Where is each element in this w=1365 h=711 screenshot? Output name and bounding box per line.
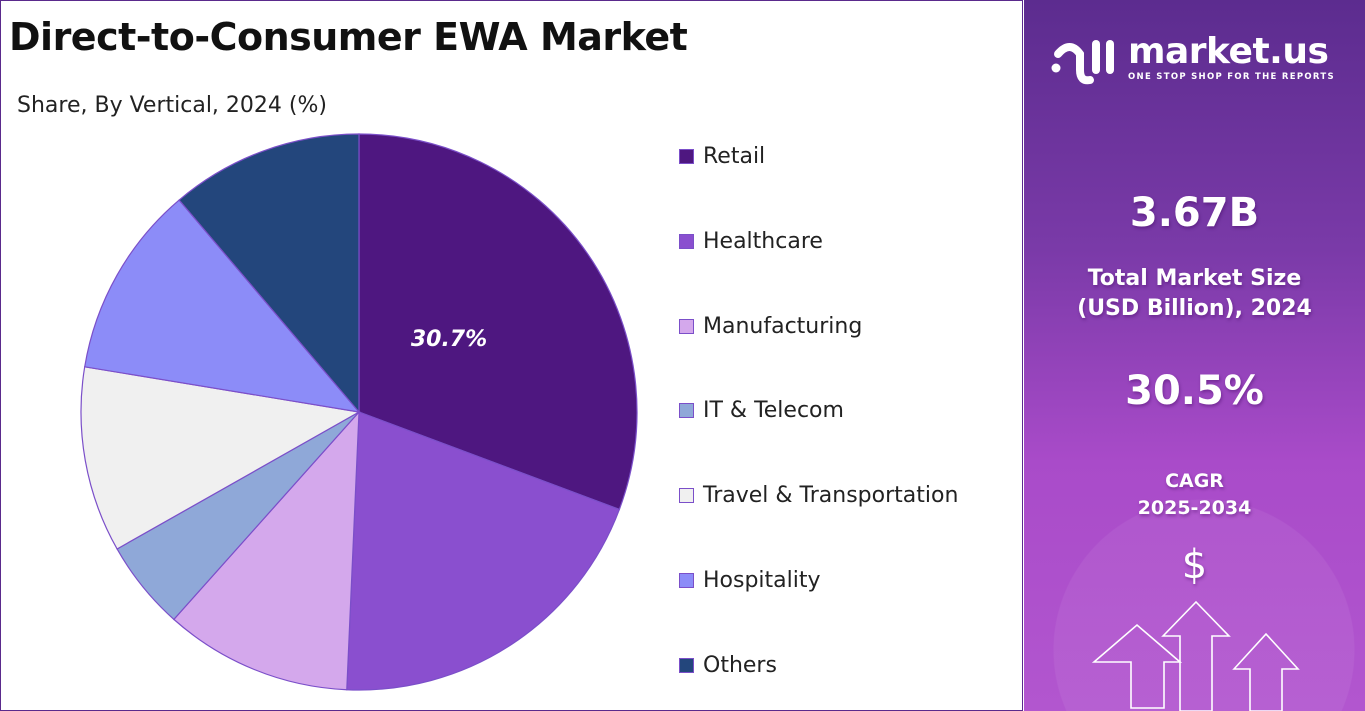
cagr-label-2: 2025-2034	[1137, 497, 1252, 519]
pie-slice-hospitality	[84, 199, 361, 413]
chart-subtitle: Share, By Vertical, 2024 (%)	[17, 93, 327, 118]
pie-slice-others	[178, 133, 360, 414]
legend-label: Healthcare	[703, 228, 823, 254]
legend-swatch	[679, 488, 694, 504]
cagr-value: 30.5%	[1125, 368, 1264, 414]
pie-slice-manufacturing	[173, 410, 360, 691]
legend-swatch	[679, 657, 694, 673]
legend-label: Hospitality	[703, 568, 821, 593]
legend-label: Manufacturing	[703, 313, 863, 339]
logo-mark-icon	[1051, 40, 1114, 85]
legend-swatch	[679, 233, 694, 249]
legend-swatch	[679, 318, 694, 334]
market-size-label-2: (USD Billion), 2024	[1077, 296, 1312, 321]
legend-label: Travel & Transportation	[703, 483, 959, 509]
summary-panel: market.us ONE STOP SHOP FOR THE REPORTS …	[1024, 0, 1365, 711]
market-size-label-1: Total Market Size	[1087, 266, 1302, 291]
legend-swatch	[679, 573, 694, 588]
legend-swatch	[679, 149, 694, 164]
legend-item: Travel & Transportation	[679, 483, 958, 508]
legend-swatch	[679, 403, 694, 419]
pie-slice-travel-transportation	[80, 366, 361, 550]
pie-chart: 30.7%	[80, 133, 638, 691]
growth-arrows-icon	[1091, 600, 1300, 711]
legend-label: IT & Telecom	[703, 398, 844, 424]
cagr-label-1: CAGR	[1165, 470, 1224, 492]
logo-tagline: ONE STOP SHOP FOR THE REPORTS	[1128, 72, 1335, 82]
market-size-value: 3.67B	[1129, 190, 1260, 236]
legend-item: IT & Telecom	[679, 398, 844, 423]
legend-item: Others	[679, 653, 777, 678]
pie-slice-retail	[358, 133, 638, 511]
legend-item: Retail	[679, 144, 765, 169]
legend-item: Manufacturing	[679, 314, 862, 339]
chart-panel: Direct-to-Consumer EWA Market Share, By …	[0, 0, 1023, 711]
dollar-icon: $	[1181, 542, 1208, 588]
legend-item: Hospitality	[679, 568, 821, 593]
chart-title: Direct-to-Consumer EWA Market	[9, 15, 688, 59]
legend-label: Others	[703, 652, 777, 678]
legend-label: Retail	[703, 144, 766, 169]
pie-slice-healthcare	[346, 411, 621, 691]
data-label: 30.7%	[411, 327, 487, 352]
market-us-logo: market.us ONE STOP SHOP FOR THE REPORTS	[1050, 30, 1335, 86]
logo-name: market.us	[1128, 31, 1329, 72]
legend-item: Healthcare	[679, 229, 823, 254]
